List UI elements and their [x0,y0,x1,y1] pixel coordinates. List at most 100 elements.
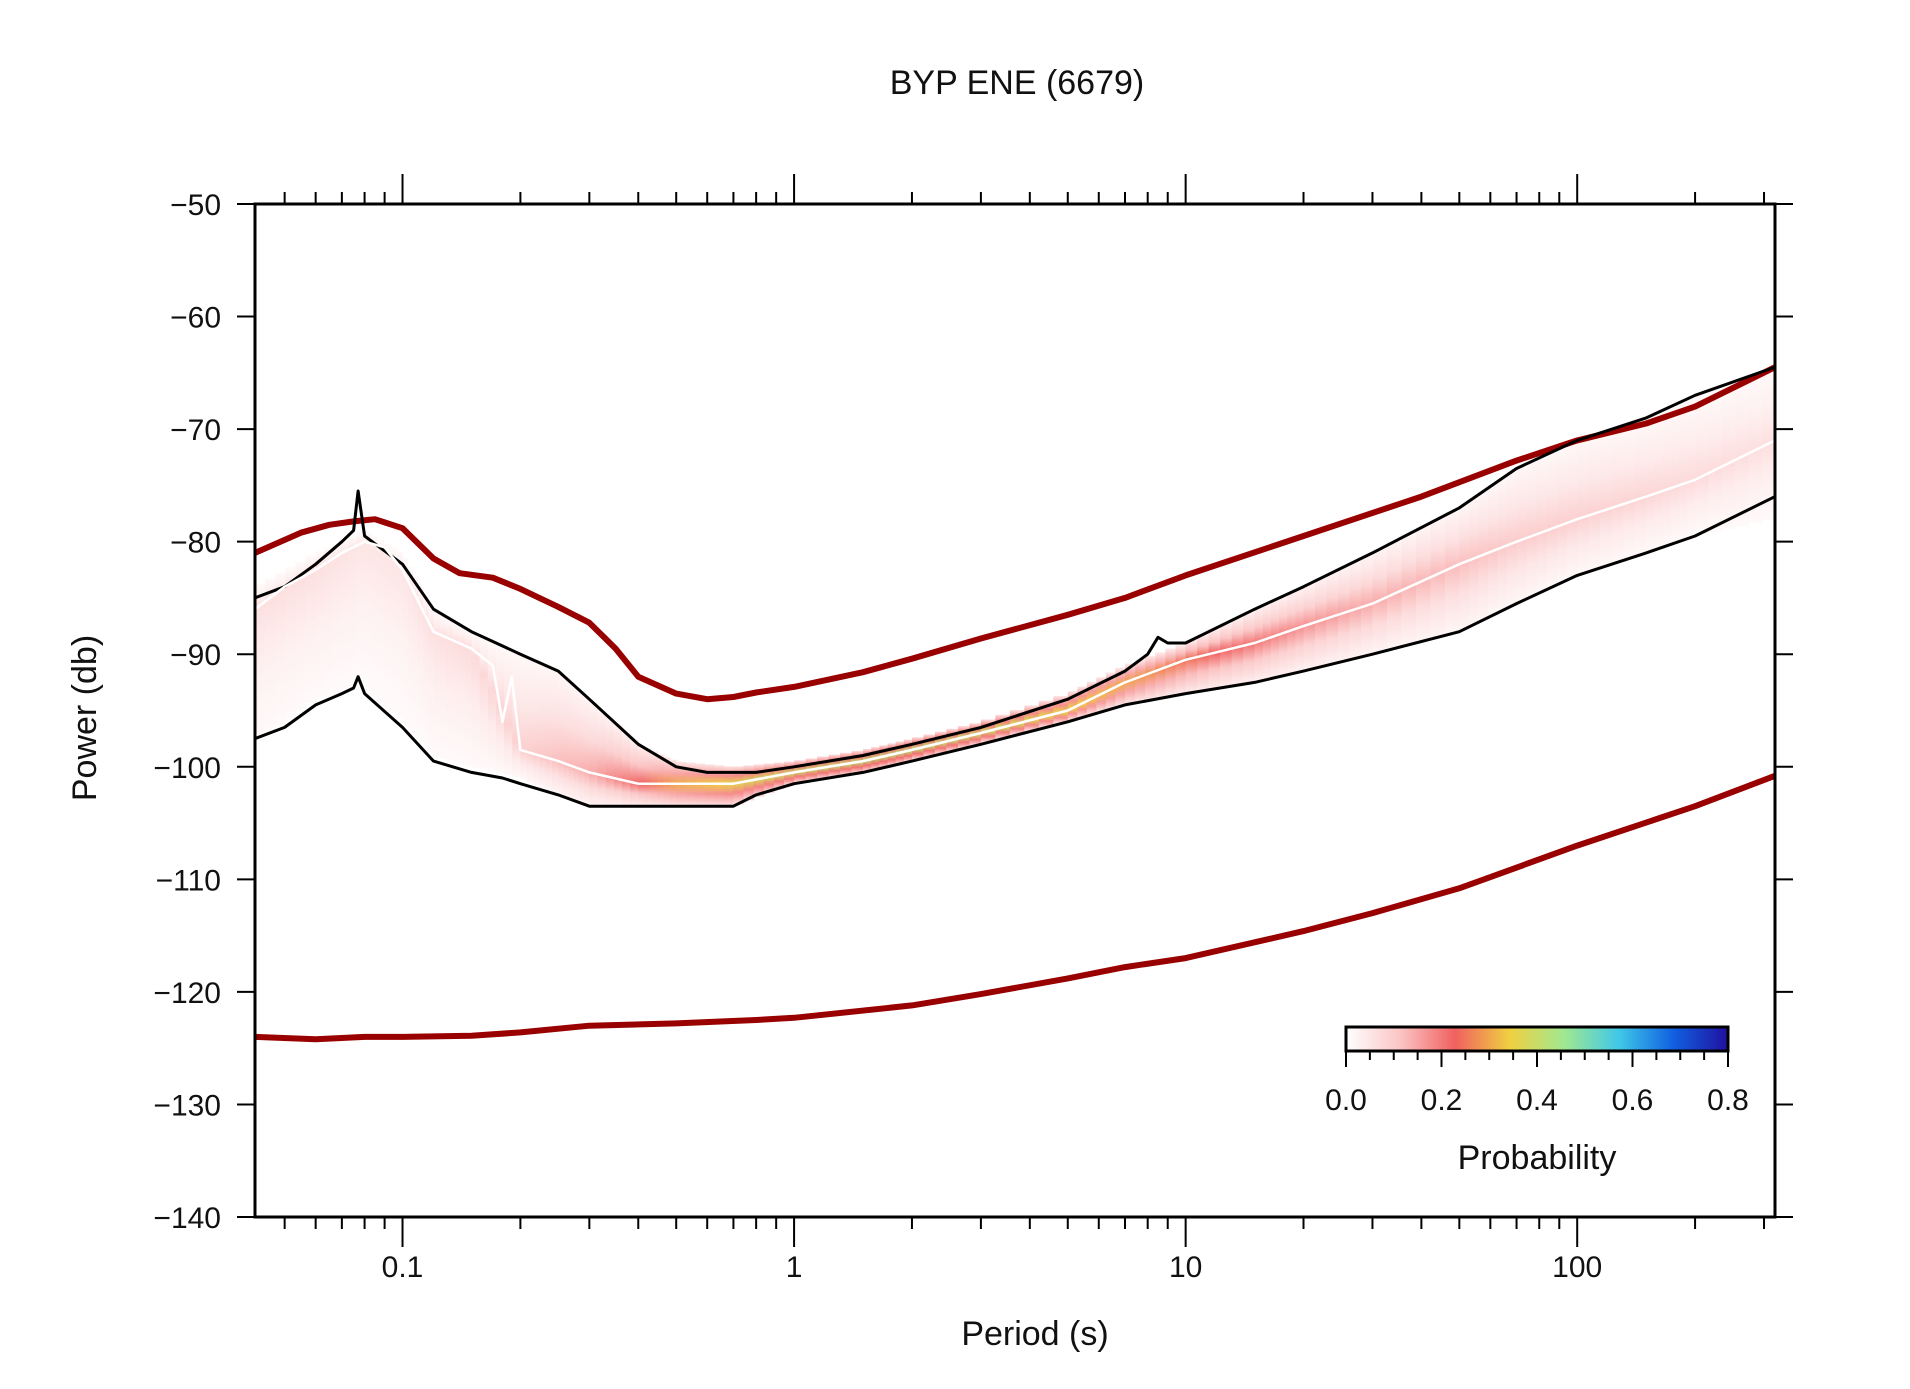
pdf-band-strip [1270,599,1280,678]
x-tick-label: 0.1 [382,1251,424,1284]
y-tick-label: −90 [170,639,221,672]
pdf-band-strip [1105,672,1117,710]
pdf-band-strip [638,745,646,807]
series-line-5 [255,439,1775,785]
pdf-band-strip [265,578,276,734]
y-tick-label: −70 [170,414,221,447]
series-line-2 [255,772,1775,1043]
plot-frame [253,202,1777,1219]
series-line-3 [255,365,1775,774]
y-axis-ticks: −140 −130 −120 −110 −100 −90 −80 −70 −60 −50 [153,189,1793,1235]
pdf-band-strip [1654,412,1664,549]
pdf-band-strip [1165,648,1177,697]
pdf-band-strip [1600,430,1613,567]
series-line-1 [255,364,1775,703]
pdf-band-strip [1634,419,1647,555]
pdf-band-strip [579,692,585,804]
pdf-band-strip [1678,400,1688,541]
y-tick-label: −110 [156,864,221,897]
pdf-band-strip [1185,640,1198,693]
pdf-band-strip [1623,423,1636,559]
pdf-band-strip [1303,583,1316,670]
pdf-band-strip [305,555,317,703]
pdf-band-strip [597,710,607,807]
pdf-band-strip [526,658,534,783]
pdf-band-strip [433,611,441,757]
colorbar-tick-label: 0.4 [1516,1084,1558,1117]
y-axis-label: Power (db) [66,635,104,801]
pdf-band-strip [563,678,570,798]
pdf-band-strip [573,687,580,802]
pdf-band-strip [650,751,658,807]
pdf-band-strip [704,764,715,807]
pdf-band-strip [589,702,599,807]
pdf-band-strip [1588,434,1601,570]
pdf-band-strip [364,532,372,691]
pdf-band-strip [323,547,333,697]
y-tick-label: −50 [170,189,221,222]
pdf-band-strip [1243,612,1256,684]
pdf-band-strip [377,539,385,703]
pdf-band-strip [389,547,397,714]
pdf-band-strip [1708,388,1723,532]
pdf-band-strip [753,764,765,797]
pdf-band-strip [743,765,755,801]
series-line-4 [255,495,1775,808]
colorbar-tick-label: 0.0 [1325,1084,1367,1117]
pdf-band-strip [1507,471,1518,606]
y-tick-label: −100 [153,752,221,785]
y-tick-label: −60 [170,302,221,335]
pdf-band-strip [613,725,623,807]
pdf-band-strip [1155,652,1167,699]
pdf-band-strip [452,622,460,763]
pdf-band-strip [1611,427,1624,563]
pdf-band-strip [479,637,489,770]
pdf-band-strip [396,551,404,719]
pdf-band-strip [1735,378,1749,527]
y-tick-label: −140 [153,1202,221,1235]
pdf-band-strip [458,626,466,764]
pdf-band-strip [1556,447,1568,583]
pdf-band-strip [1208,628,1221,689]
pdf-band-strip [558,673,565,796]
pdf-band-strip [423,595,429,748]
pdf-band-strip [428,604,435,753]
pdf-band-strip [520,655,528,780]
pdf-band-strip [1662,408,1672,546]
pdf-band-strip [663,756,671,807]
colorbar-gradient [1344,1025,1730,1053]
pdf-band-strip [487,641,497,772]
probability-colorbar: 0.0 0.2 0.4 0.6 0.8 Probability [1325,1025,1749,1177]
pdf-band-strip [1326,572,1339,665]
pdf-band-strip [471,633,481,768]
colorbar-tick-label: 0.6 [1612,1084,1654,1117]
pdf-band-strip [418,585,424,742]
x-tick-label: 10 [1169,1251,1202,1284]
pdf-band-strip [1145,656,1156,701]
x-axis-ticks: 0.1 1 10 100 [283,174,1766,1284]
pdf-band-strip [1262,603,1272,680]
pdf-band-strip [1546,452,1558,588]
pdf-band-strip [315,551,325,699]
pdf-band-strip [402,557,409,725]
pdf-band-strip [1430,519,1446,638]
pdf-band-strip [1279,596,1288,676]
pdf-band-strip [1220,623,1233,688]
pdf-band-strip [657,754,665,807]
pdf-band-strip [533,661,540,786]
pdf-band-strip [331,543,341,695]
pdf-band-strip [1295,588,1305,673]
pdf-band-strip [1175,644,1187,695]
pdf-band-strip [1670,404,1680,544]
chart-title: BYP ENE (6679) [890,64,1145,102]
pdf-band-strip [1567,442,1578,578]
y-tick-label: −120 [153,977,221,1010]
pdf-band-strip [275,572,286,726]
pdf-band-strip [1526,461,1538,597]
pdf-band-strip [407,566,414,731]
pdf-band-strip [1468,498,1480,625]
pdf-band-strip [630,740,639,807]
pdf-band-strip [605,718,615,807]
pdf-band-strip [568,682,575,800]
pdf-band-strip [1686,397,1696,538]
